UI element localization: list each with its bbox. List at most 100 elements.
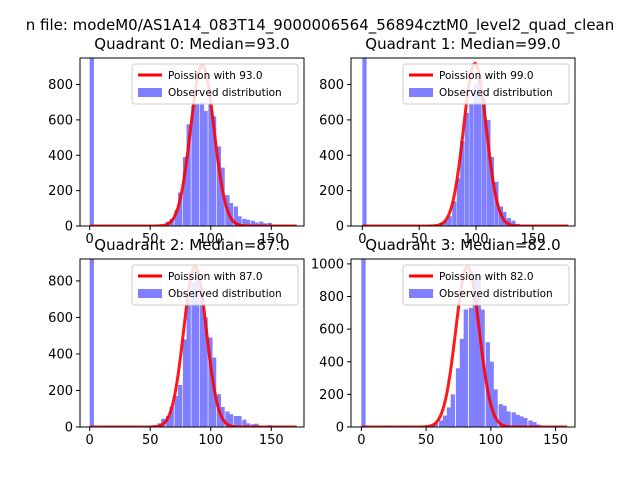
histogram-bar-20: [233, 206, 239, 226]
histogram-bar-12: [455, 368, 461, 427]
histogram-bar-8: [182, 157, 188, 226]
y-tick-label: 600: [48, 113, 73, 128]
x-tick-label: 150: [259, 232, 284, 247]
y-tick-label: 400: [319, 355, 344, 370]
subplot-quadrant-0: 0 50 100 150 0 200 400 600 800 Quadrant 0: Median…: [48, 35, 305, 247]
histogram-bar-24: [506, 411, 511, 427]
subplot-title: Quadrant 1: Median=99.0: [365, 35, 560, 53]
histogram-bar-6: [174, 210, 179, 226]
legend-bar-swatch: [409, 88, 433, 97]
x-tick-label: 100: [478, 433, 503, 448]
y-tick-label: 800: [319, 290, 344, 305]
y-tick-label: 0: [65, 421, 73, 436]
histogram-bars: [89, 58, 298, 226]
x-tick-label: 100: [198, 232, 223, 247]
histogram-bar-7: [452, 201, 457, 226]
histogram-bar-28: [523, 418, 528, 427]
subplot-title: Quadrant 2: Median=87.0: [94, 236, 289, 254]
histogram-bar-10: [191, 105, 196, 226]
legend-label-poisson: Poission with 99.0: [439, 70, 534, 82]
histogram-bar-9: [169, 406, 174, 427]
histogram-bar-12: [473, 84, 479, 226]
histogram-bar-17: [203, 317, 208, 427]
histogram-bar-25: [511, 412, 516, 427]
histogram-bar-9: [186, 124, 191, 226]
legend: Poission with 87.0 Observed distribution: [131, 264, 299, 306]
y-tick-label: 400: [48, 347, 73, 362]
histogram-bar-14: [463, 309, 468, 427]
legend-label-observed: Observed distribution: [168, 288, 282, 300]
x-tick-label: 50: [418, 433, 435, 448]
histogram-bar-14: [191, 282, 196, 427]
legend-box: [402, 264, 570, 306]
y-tick-label: 800: [48, 274, 73, 289]
x-tick-label: 0: [86, 433, 94, 448]
histogram-bars: [89, 259, 289, 427]
histogram-bar-9: [442, 415, 448, 427]
histogram-bar-27: [245, 423, 251, 427]
legend-bar-swatch: [138, 88, 162, 97]
subplot-quadrant-2: 0 50 100 150 0 200 400 600 800 Quadrant 2: Median…: [48, 236, 305, 448]
histogram-bar-22: [225, 411, 230, 427]
y-tick-label: 200: [48, 184, 73, 199]
legend: Poission with 93.0 Observed distribution: [131, 63, 299, 105]
y-tick-label: 0: [65, 220, 73, 235]
histogram-bar-15: [211, 116, 217, 226]
x-tick-label: 0: [86, 232, 94, 247]
histogram-bar-28: [267, 222, 272, 226]
histogram-bar-21: [511, 220, 516, 226]
histogram-bar-16: [199, 288, 205, 427]
histogram-bar-15: [486, 119, 491, 226]
y-tick-label: 600: [48, 311, 73, 326]
x-tick-label: 150: [521, 232, 546, 247]
axes-frame: [79, 57, 305, 227]
histogram-bar-9: [460, 141, 465, 226]
subplot-quadrant-1: 0 50 100 150 0 200 400 600 800 Quadrant 1: Median…: [319, 35, 576, 247]
histogram-bar-26: [259, 221, 264, 226]
histogram-bar-18: [208, 337, 213, 427]
histogram-bar-7: [433, 422, 439, 427]
histogram-bar-23: [228, 414, 234, 427]
subplot-title: Quadrant 0: Median=93.0: [94, 35, 289, 53]
histogram-bar-13: [203, 111, 208, 226]
histogram-bar-8: [456, 178, 461, 226]
x-tick-label: 50: [142, 232, 159, 247]
subplot-title: Quadrant 3: Median=82.0: [365, 236, 560, 254]
y-tick-label: 200: [319, 184, 344, 199]
histogram-bar-21: [237, 216, 242, 226]
y-tick-label: 1000: [311, 257, 344, 272]
histogram-bar-17: [476, 275, 481, 427]
subplot-quadrant-3: 0 50 100 150 0 200 400 600 800 1000 Quadrant 3: Me…: [311, 236, 576, 448]
y-tick-label: 400: [48, 149, 73, 164]
histogram-bar-23: [245, 219, 251, 226]
legend-label-observed: Observed distribution: [168, 87, 282, 99]
histogram-bar-16: [489, 157, 494, 226]
histogram-bar-24: [233, 416, 239, 427]
figure-title: n file: modeM0/AS1A14_083T14_9000006564_…: [26, 16, 615, 35]
histogram-bar-21: [493, 389, 498, 427]
x-tick-label: 100: [198, 433, 223, 448]
histogram-bar-8: [439, 420, 444, 427]
histogram-bar-19: [228, 203, 234, 226]
histogram-bar-29: [254, 423, 259, 427]
legend-label-poisson: Poission with 82.0: [439, 271, 534, 283]
histogram-bar-26: [515, 414, 520, 427]
poisson-curve: [362, 61, 569, 226]
histogram-bar-0: [361, 259, 366, 427]
histogram-bar-0: [362, 58, 367, 226]
histogram-bar-8: [165, 416, 171, 427]
y-tick-label: 200: [48, 384, 73, 399]
histogram-bar-22: [242, 218, 247, 226]
y-tick-label: 600: [319, 323, 344, 338]
histogram-bar-16: [216, 146, 222, 226]
histogram-bar-14: [481, 98, 486, 226]
x-tick-label: 100: [464, 232, 489, 247]
x-tick-label: 150: [543, 433, 568, 448]
histogram-bar-0: [89, 259, 94, 427]
histogram-bar-20: [489, 361, 494, 427]
legend-label-observed: Observed distribution: [439, 288, 553, 300]
histogram-bar-24: [250, 220, 255, 226]
histogram-bar-0: [89, 58, 94, 226]
histogram-bar-23: [502, 405, 507, 427]
